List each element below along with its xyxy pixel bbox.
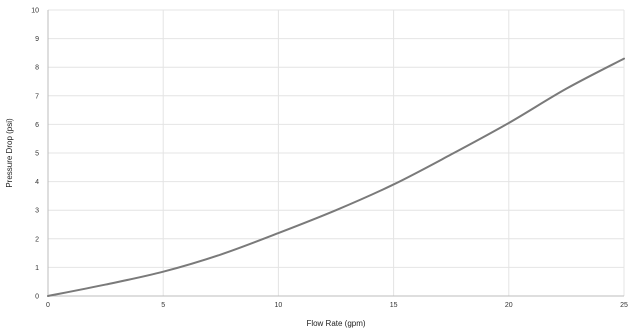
tick-labels: 0 5 10 15 20 25 0 1 2 3 4 5 6 7 8 9 10: [31, 8, 628, 310]
y-tick-label-4: 4: [35, 179, 39, 186]
y-tick-label-0: 0: [35, 294, 39, 301]
y-axis-title: Pressure Drop (psi): [5, 118, 14, 188]
y-tick-label-8: 8: [35, 65, 39, 72]
series-line-0: [47, 57, 625, 297]
y-tick-label-6: 6: [35, 122, 39, 129]
y-tick-label-5: 5: [35, 151, 39, 158]
x-tick-label-3: 15: [390, 302, 398, 309]
y-tick-label-2: 2: [35, 236, 39, 243]
x-tick-label-2: 10: [275, 302, 283, 309]
x-tick-label-4: 20: [505, 302, 513, 309]
x-tick-label-1: 5: [161, 302, 165, 309]
x-axis-title: Flow Rate (gpm): [306, 319, 365, 328]
grid: [47, 9, 625, 297]
y-tick-label-9: 9: [35, 36, 39, 43]
y-tick-label-7: 7: [35, 93, 39, 100]
y-tick-label-3: 3: [35, 208, 39, 215]
x-tick-label-5: 25: [620, 302, 628, 309]
y-tick-label-1: 1: [35, 265, 39, 272]
x-tick-label-0: 0: [46, 302, 50, 309]
axes: [47, 10, 624, 297]
series-layer: [47, 57, 625, 297]
y-tick-label-10: 10: [31, 8, 39, 15]
